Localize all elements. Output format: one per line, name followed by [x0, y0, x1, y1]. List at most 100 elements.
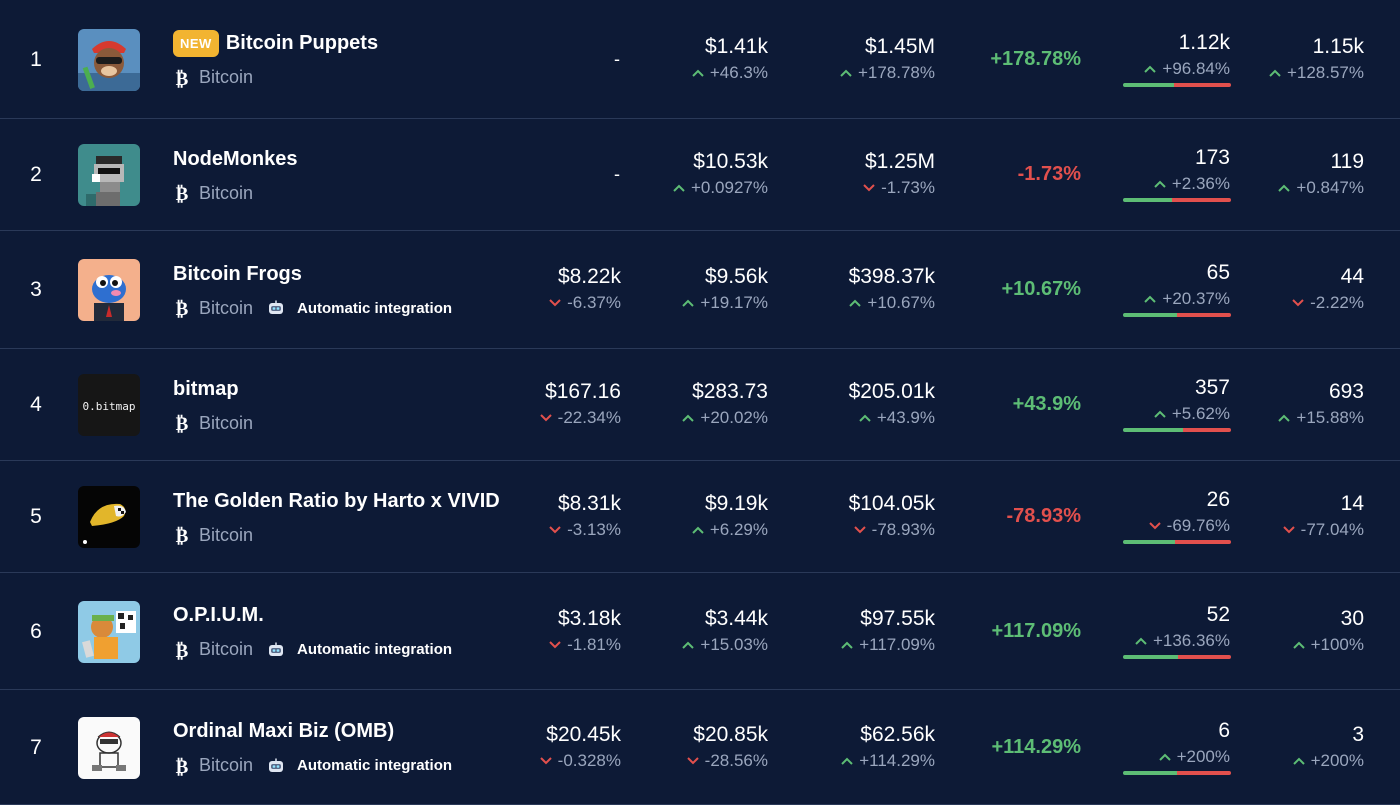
table-row[interactable]: 6 O.P.I.U.M. ₿ Bitcoin Automatic integration…: [0, 573, 1400, 690]
puppet-thumbnail[interactable]: [78, 28, 140, 91]
owners-count: 14: [1340, 492, 1364, 515]
omb-thumbnail[interactable]: [78, 716, 140, 779]
sales-count: 52: [1206, 602, 1230, 626]
chain-label: Bitcoin: [199, 67, 254, 87]
table-row[interactable]: 1 NEW Bitcoin Puppets ₿ Bitcoin - $1.41k +46.3%…: [0, 0, 1400, 119]
bitcoin-icon: ₿: [176, 756, 189, 776]
arrow-up-icon: [692, 526, 704, 534]
automatic-integration-tag: Automatic integration: [267, 757, 452, 774]
owners-count: 3: [1352, 722, 1364, 746]
robot-icon: [269, 758, 284, 772]
arrow-up-icon: [840, 69, 852, 77]
collection-name[interactable]: O.P.I.U.M.: [173, 604, 264, 626]
average-price-change: +15.03%: [682, 635, 768, 655]
owners-change: +200%: [1292, 751, 1364, 771]
owners-count: 1.15k: [1312, 34, 1364, 58]
volume: $1.45M: [864, 34, 935, 58]
sales-count: 26: [1206, 488, 1230, 511]
buy-sell-ratio-bar: [1123, 198, 1231, 202]
arrow-down-icon: [1282, 526, 1295, 534]
arrow-down-icon: [549, 299, 561, 307]
floor-price: $20.45k: [546, 722, 621, 746]
arrow-up-icon: [692, 69, 704, 77]
arrow-up-icon: [1144, 65, 1157, 73]
arrow-up-icon: [1269, 69, 1281, 77]
svg-text:₿: ₿: [176, 298, 189, 318]
sales-change: +96.84%: [1144, 59, 1230, 79]
buy-portion: [1123, 313, 1177, 317]
floor-change: -3.13%: [549, 520, 621, 540]
arrow-up-icon: [682, 641, 695, 649]
volume-change: +10.67%: [849, 293, 935, 313]
arrow-up-icon: [1135, 637, 1147, 645]
volume-change: -78.93%: [853, 520, 935, 540]
sales-count: 6: [1218, 718, 1230, 742]
floor-price: $8.31k: [557, 492, 621, 515]
bitcoin-icon: ₿: [176, 183, 189, 203]
arrow-up-icon: [849, 299, 862, 307]
buy-portion: [1123, 82, 1174, 87]
collection-name[interactable]: Bitcoin Frogs: [173, 262, 302, 285]
collection-name[interactable]: NodeMonkes: [173, 147, 298, 170]
floor-change-value: -3.13%: [567, 520, 621, 539]
golden-ratio-thumbnail[interactable]: [78, 486, 140, 548]
owners-change-value: +100%: [1310, 634, 1364, 654]
floor-change-value: -1.81%: [567, 634, 621, 654]
table-row[interactable]: 4 0.bitmap bitmap ₿ Bitcoin $167.16 -22.34% $28…: [0, 349, 1400, 461]
svg-text:₿: ₿: [176, 413, 189, 433]
buy-portion: [1123, 654, 1178, 659]
owners-change-value: -77.04%: [1300, 520, 1364, 539]
collection-name[interactable]: Ordinal Maxi Biz (OMB): [173, 720, 395, 742]
frog-thumbnail[interactable]: [78, 259, 140, 321]
thumbnail-text: 0.bitmap: [83, 400, 136, 413]
owners-change: +100%: [1292, 634, 1364, 655]
average-price: $283.73: [692, 380, 768, 403]
monkey-thumbnail[interactable]: [78, 144, 140, 206]
owners-change-value: +128.57%: [1286, 62, 1364, 82]
bitcoin-icon: ₿: [176, 640, 189, 660]
svg-text:₿: ₿: [176, 68, 189, 88]
svg-text:₿: ₿: [176, 525, 189, 545]
sales-count: 1.12k: [1178, 30, 1230, 54]
volume-percent-change: -1.73%: [1017, 163, 1081, 185]
buy-sell-ratio-bar: [1123, 654, 1231, 659]
owners-count: 30: [1340, 606, 1364, 630]
table-row[interactable]: 3 Bitcoin Frogs ₿ Bitcoin Automatic integrat…: [0, 231, 1400, 349]
volume-change-value: -78.93%: [871, 520, 935, 539]
floor-change-value: -22.34%: [557, 408, 621, 427]
arrow-down-icon: [853, 526, 866, 534]
bitcoin-icon: ₿: [176, 413, 189, 433]
owners-change-value: +0.847%: [1296, 178, 1364, 197]
arrow-down-icon: [539, 414, 552, 422]
average-price-change: -28.56%: [686, 751, 768, 771]
sales-count: 65: [1206, 261, 1230, 284]
collection-name[interactable]: bitmap: [173, 377, 239, 400]
owners-change: +15.88%: [1278, 408, 1364, 428]
robot-icon: [269, 642, 284, 656]
chain-label: Bitcoin: [199, 639, 254, 659]
chain-label: Bitcoin: [199, 412, 254, 433]
chain-label: Bitcoin: [199, 297, 254, 318]
table-row[interactable]: 7 Ordinal Maxi Biz (OMB) ₿ Bitcoin Automatic…: [0, 690, 1400, 805]
collection-name[interactable]: The Golden Ratio by Harto x VIVID: [173, 489, 500, 512]
floor-price: -: [614, 164, 620, 184]
sales-change-value: +2.36%: [1171, 174, 1230, 193]
collection-name[interactable]: Bitcoin Puppets: [225, 32, 379, 54]
volume-change: +114.29%: [841, 751, 935, 771]
bitmap-thumbnail[interactable]: 0.bitmap: [78, 374, 140, 436]
arrow-down-icon: [1148, 522, 1161, 530]
volume-percent-change: +114.29%: [991, 735, 1081, 758]
table-row[interactable]: 2 NodeMonkes ₿ Bitcoin - $10.53k +0.0927% $1.25…: [0, 119, 1400, 231]
average-price-change: +0.0927%: [673, 178, 768, 198]
average-price: $20.85k: [693, 722, 768, 746]
floor-change: -1.81%: [549, 635, 621, 655]
volume-percent-change: -78.93%: [1006, 505, 1082, 527]
arrow-down-icon: [863, 184, 875, 192]
average-price-change: +6.29%: [692, 520, 768, 540]
buy-sell-ratio-bar: [1123, 82, 1231, 87]
volume: $398.37k: [848, 265, 935, 288]
buy-sell-ratio-bar: [1123, 770, 1231, 775]
opium-thumbnail[interactable]: [78, 600, 140, 663]
table-row[interactable]: 5 The Golden Ratio by Harto x VIVID ₿ Bitco…: [0, 461, 1400, 573]
